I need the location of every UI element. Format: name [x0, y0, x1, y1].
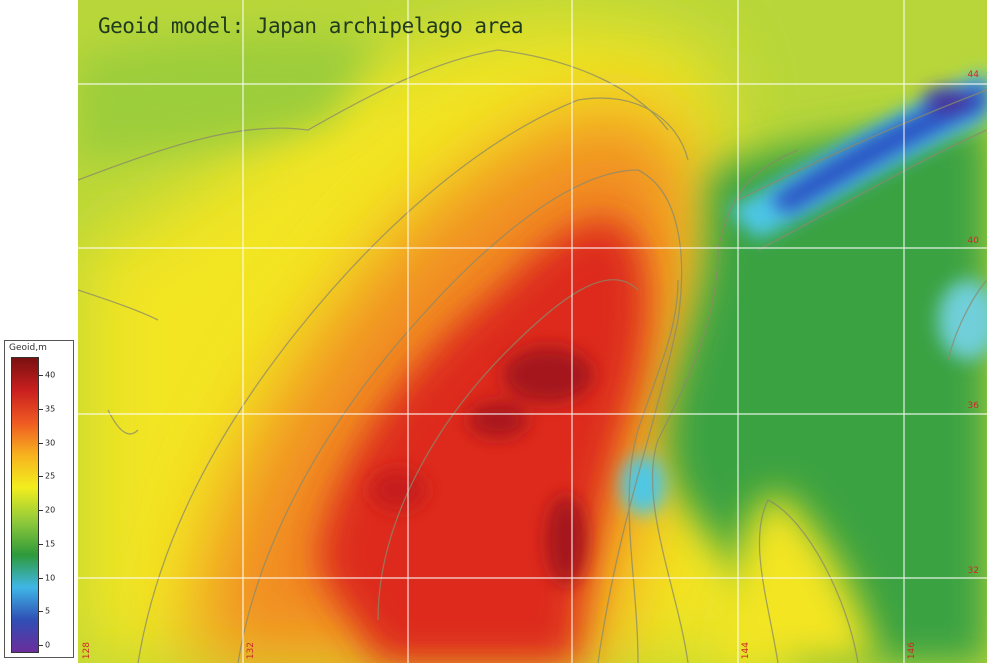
legend-tick-label: 35	[45, 404, 56, 414]
geoid-map-canvas	[78, 0, 987, 663]
legend-tick-mark	[39, 543, 43, 545]
legend-tick-mark	[39, 375, 43, 376]
latitude-label-40: 40	[967, 236, 979, 246]
red-core	[370, 347, 593, 585]
green-zone	[78, 36, 987, 663]
latitude-label-36: 36	[967, 401, 979, 411]
legend-tick-mark	[39, 408, 43, 410]
legend-color-bar	[11, 357, 39, 653]
legend-tick-mark	[39, 577, 43, 579]
legend-tick-label: 15	[45, 539, 56, 549]
legend-tick-label: 10	[45, 573, 56, 582]
latitude-label-44: 44	[967, 70, 979, 80]
legend-tick-mark	[39, 476, 43, 478]
longitude-label-128: 128	[82, 641, 92, 659]
longitude-label-132: 132	[246, 641, 256, 659]
legend-tick-mark	[39, 510, 43, 511]
legend-tick-label: 25	[45, 471, 56, 481]
legend-tick-label: 30	[45, 438, 56, 447]
blue-zone	[768, 80, 987, 215]
longitude-label-144: 144	[741, 641, 751, 659]
longitude-label-146: 146	[907, 641, 917, 659]
latitude-label-32: 32	[967, 566, 979, 576]
legend-tick-label: 5	[45, 606, 51, 616]
color-legend: Geoid,m 40 35 30 25 20 15 10 5 0	[4, 340, 74, 658]
legend-title: Geoid,m	[9, 343, 47, 353]
map-title: Geoid model: Japan archipelago area	[98, 14, 524, 38]
legend-tick-label: 0	[45, 640, 51, 650]
legend-tick-label: 20	[45, 505, 56, 515]
graticule	[78, 0, 987, 663]
legend-tick-label: 40	[45, 370, 56, 380]
legend-tick-mark	[39, 611, 43, 613]
legend-tick-mark	[39, 645, 43, 646]
contour-lines	[78, 49, 987, 663]
legend-tick-mark	[39, 442, 43, 444]
geoid-map: Geoid model: Japan archipelago area 44 4…	[78, 0, 987, 663]
